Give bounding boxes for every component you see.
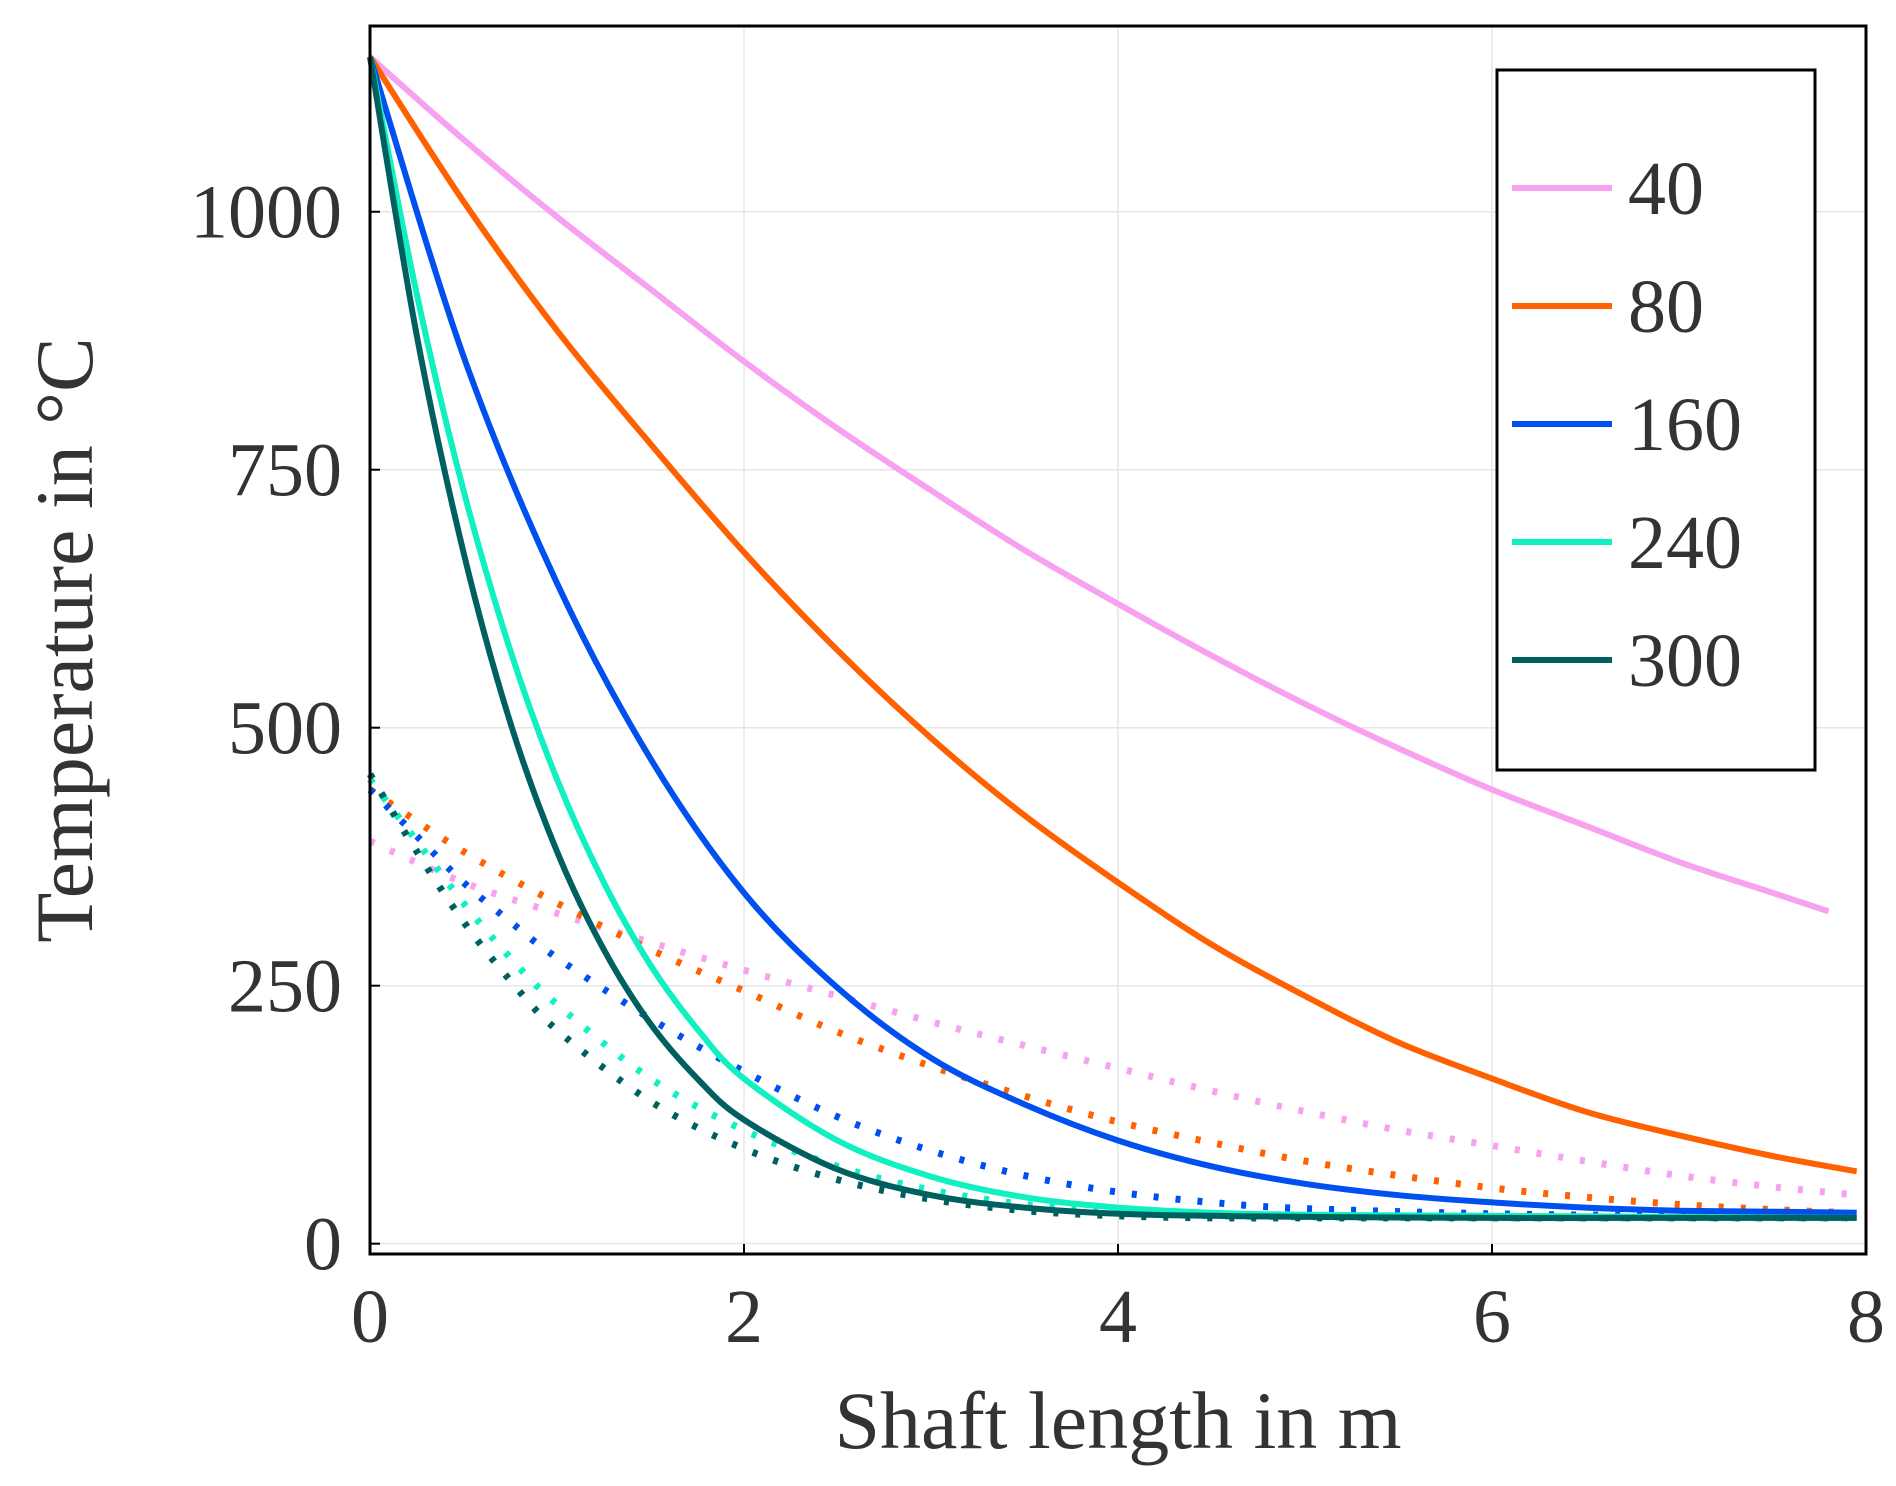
series-line-40-dotted xyxy=(368,837,1848,1198)
x-tick-label: 8 xyxy=(1847,1275,1885,1359)
x-axis-title: Shaft length in m xyxy=(834,1375,1401,1466)
series-line-240-dotted xyxy=(367,777,1848,1222)
y-tick-label: 500 xyxy=(228,687,342,771)
legend-label-40: 40 xyxy=(1628,147,1704,231)
x-tick-label: 4 xyxy=(1099,1275,1137,1359)
x-tick-label: 2 xyxy=(725,1275,763,1359)
legend-label-80: 80 xyxy=(1628,265,1704,349)
legend-label-240: 240 xyxy=(1628,501,1742,585)
series-line-40-solid xyxy=(368,54,1830,915)
series-line-80-solid xyxy=(367,55,1858,1175)
y-tick-label: 750 xyxy=(228,429,342,513)
legend-items: 40 80 160 240 300 xyxy=(1512,147,1742,703)
series-line-300-solid xyxy=(367,56,1857,1221)
series-layer xyxy=(367,54,1858,1222)
y-axis-title: Temperature in °C xyxy=(19,337,110,942)
y-tick-label: 0 xyxy=(304,1203,342,1287)
x-tick-label: 6 xyxy=(1473,1275,1511,1359)
y-tick-label: 1000 xyxy=(190,171,342,255)
legend-label-300: 300 xyxy=(1628,619,1742,703)
legend-label-160: 160 xyxy=(1628,383,1742,467)
legend: 40 80 160 240 300 xyxy=(1495,68,1817,772)
series-line-160-solid xyxy=(367,56,1857,1216)
y-tick-label: 250 xyxy=(228,945,342,1029)
x-tick-label: 0 xyxy=(351,1275,389,1359)
